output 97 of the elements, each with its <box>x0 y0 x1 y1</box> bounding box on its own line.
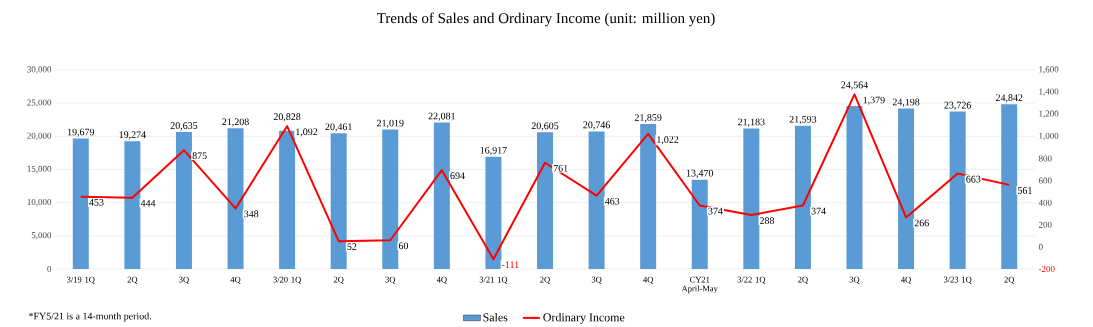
y-tick-label: 15,000 <box>27 165 52 174</box>
y-tick-label: 20,000 <box>27 132 52 140</box>
data-label: 875 <box>192 152 207 160</box>
data-label: 1,092 <box>296 128 318 137</box>
bar <box>175 132 192 269</box>
bar <box>382 129 399 269</box>
x-tick-label: 2Q <box>333 276 344 284</box>
data-label: 694 <box>450 172 465 180</box>
data-label: 663 <box>966 175 981 183</box>
data-label: 23,726 <box>944 101 972 110</box>
bar <box>279 130 296 269</box>
y2-tick-label: 400 <box>1038 199 1052 206</box>
y2-tick-label: 200 <box>1038 221 1052 228</box>
data-label: 21,208 <box>222 118 249 127</box>
y-tick-label: 0 <box>47 265 52 273</box>
data-label: 20,461 <box>325 123 352 132</box>
data-label: -111 <box>502 261 519 268</box>
y2-tick-label: 0 <box>1038 243 1043 250</box>
bar <box>898 108 915 269</box>
data-label: 19,679 <box>67 128 95 137</box>
x-tick-label: 2Q <box>127 276 138 284</box>
bar <box>640 124 657 269</box>
data-label: 20,605 <box>531 122 559 131</box>
bar <box>72 138 89 269</box>
data-label: 13,470 <box>686 169 714 178</box>
x-tick-label: 4Q <box>901 276 912 284</box>
bar <box>433 122 450 269</box>
bar <box>794 125 811 269</box>
y2-tick-label: 600 <box>1038 177 1052 184</box>
bar <box>743 128 760 269</box>
data-label: 1,022 <box>657 136 679 145</box>
data-label: 266 <box>914 219 929 227</box>
legend-label: Sales <box>483 312 508 322</box>
data-label: 453 <box>89 199 104 206</box>
data-label: 21,183 <box>738 118 765 127</box>
bar <box>485 156 502 269</box>
x-tick-label: 3/23 1Q <box>943 276 972 284</box>
x-tick-label: 3Q <box>179 276 189 284</box>
data-label: 24,564 <box>841 81 869 90</box>
data-label: 21,593 <box>789 115 817 125</box>
y2-tick-label: -200 <box>1038 265 1055 273</box>
y-tick-label: 10,000 <box>27 198 52 207</box>
data-label: 348 <box>244 210 259 218</box>
data-label: 16,917 <box>480 146 507 156</box>
data-label: 1,379 <box>863 96 885 105</box>
data-label: 20,635 <box>170 122 198 131</box>
x-tick-label: 3/20 1Q <box>273 276 302 284</box>
data-label: 24,842 <box>995 94 1023 103</box>
x-tick-label: 2Q <box>798 276 808 284</box>
x-tick-label: 2Q <box>1004 276 1015 284</box>
bar <box>227 128 244 269</box>
chart-title: Trends of Sales and Ordinary Income (unit: million yen) <box>377 12 715 27</box>
data-label: 444 <box>140 200 156 207</box>
data-label: 21,859 <box>634 114 662 123</box>
bar <box>1001 104 1018 269</box>
data-label: 20,828 <box>273 113 301 122</box>
y-tick-label: 5,000 <box>31 232 52 240</box>
x-tick-label: 3Q <box>591 276 602 284</box>
bar <box>537 132 553 269</box>
y2-tick-label: 800 <box>1038 155 1052 162</box>
data-label: 561 <box>1018 187 1032 194</box>
data-label: 19,274 <box>119 131 146 140</box>
x-tick-label: 3/22 1Q <box>737 276 766 284</box>
data-label: 761 <box>553 164 568 172</box>
bar <box>846 106 863 269</box>
y2-tick-label: 1,600 <box>1039 66 1059 74</box>
x-tick-label: 3Q <box>385 276 396 284</box>
data-label: 21,019 <box>377 119 404 128</box>
y2-tick-label: 1,400 <box>1039 88 1059 96</box>
x-tick-label: 3/21 1Q <box>479 276 508 284</box>
bar <box>588 131 605 269</box>
bar <box>691 179 708 269</box>
x-tick-label: 3/19 1Q <box>67 276 95 284</box>
text: *FY5/21 is a 14-month period. <box>29 312 152 322</box>
x-tick-label: 4Q <box>230 276 241 284</box>
x-tick-label: 4Q <box>436 276 447 284</box>
data-label: 52 <box>347 243 357 251</box>
data-label: 22,081 <box>428 112 455 121</box>
data-label: 374 <box>708 207 723 215</box>
bar <box>330 133 347 269</box>
bar <box>949 111 966 269</box>
bar <box>124 141 141 269</box>
x-tick-label: CY21 April-May <box>681 276 718 294</box>
legend-label: Ordinary Income <box>543 312 625 324</box>
data-label: 463 <box>604 197 620 205</box>
y2-tick-label: 1,200 <box>1039 110 1059 118</box>
data-label: 24,198 <box>892 98 920 107</box>
x-tick-label: 3Q <box>849 276 860 284</box>
x-tick-label: 2Q <box>540 276 551 284</box>
data-label: 20,746 <box>583 121 610 130</box>
data-label: 60 <box>398 242 409 250</box>
x-tick-label: 4Q <box>643 276 654 284</box>
y2-tick-label: 1,000 <box>1039 132 1059 140</box>
y-tick-label: 30,000 <box>27 66 52 74</box>
data-label: 374 <box>811 207 826 215</box>
y-tick-label: 25,000 <box>27 99 52 107</box>
data-label: 288 <box>759 217 775 224</box>
